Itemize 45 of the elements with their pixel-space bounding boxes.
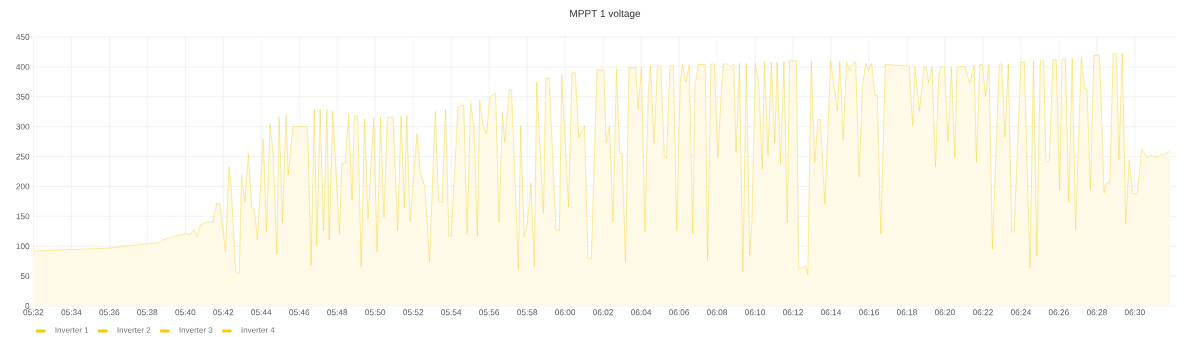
y-tick-label: 400 (16, 63, 30, 70)
x-tick-label: 06:26 (1048, 309, 1069, 316)
legend-label: Inverter 1 (55, 327, 89, 333)
x-tick-label: 06:00 (555, 309, 576, 316)
x-tick-label: 05:46 (289, 309, 310, 316)
x-tick-label: 06:14 (820, 309, 842, 316)
y-tick-label: 300 (16, 123, 30, 130)
y-tick-label: 50 (20, 273, 30, 280)
legend-label: Inverter 4 (241, 327, 275, 333)
y-tick-label: 100 (16, 243, 30, 250)
legend-label: Inverter 2 (117, 327, 151, 333)
x-tick-label: 05:38 (137, 309, 158, 316)
x-tick-label: 05:40 (175, 309, 196, 316)
y-tick-label: 0 (25, 303, 30, 309)
x-tick-label: 06:30 (1124, 309, 1145, 316)
y-tick-label: 450 (16, 34, 30, 40)
x-tick-label: 05:48 (327, 309, 348, 316)
x-tick-label: 05:32 (23, 309, 44, 316)
x-tick-label: 06:06 (669, 309, 690, 316)
x-tick-label: 05:34 (61, 309, 82, 316)
y-tick-label: 200 (16, 183, 30, 190)
x-tick-label: 05:54 (441, 309, 462, 316)
legend-label: Inverter 3 (179, 327, 213, 333)
y-tick-label: 150 (16, 213, 30, 220)
x-tick-label: 06:12 (783, 309, 803, 316)
x-tick-label: 06:22 (972, 309, 993, 316)
x-tick-label: 05:56 (479, 309, 500, 316)
x-tick-label: 05:50 (365, 309, 386, 316)
x-tick-label: 06:16 (859, 309, 879, 316)
x-tick-label: 06:02 (593, 309, 613, 316)
y-tick-label: 350 (16, 93, 30, 100)
y-tick-label: 250 (16, 153, 30, 160)
x-tick-label: 06:18 (896, 309, 917, 316)
x-tick-label: 06:08 (707, 309, 728, 316)
x-tick-label: 05:44 (251, 309, 272, 316)
x-tick-label: 05:36 (99, 309, 120, 316)
x-tick-label: 06:20 (934, 309, 955, 316)
x-tick-label: 05:58 (517, 309, 538, 316)
x-tick-label: 06:24 (1010, 309, 1032, 316)
x-tick-label: 06:04 (631, 309, 652, 316)
x-tick-label: 05:42 (213, 309, 234, 316)
chart-title: MPPT 1 voltage (570, 9, 641, 20)
x-tick-label: 06:28 (1086, 309, 1107, 316)
x-tick-label: 05:52 (403, 309, 424, 316)
x-tick-label: 06:10 (745, 309, 766, 316)
